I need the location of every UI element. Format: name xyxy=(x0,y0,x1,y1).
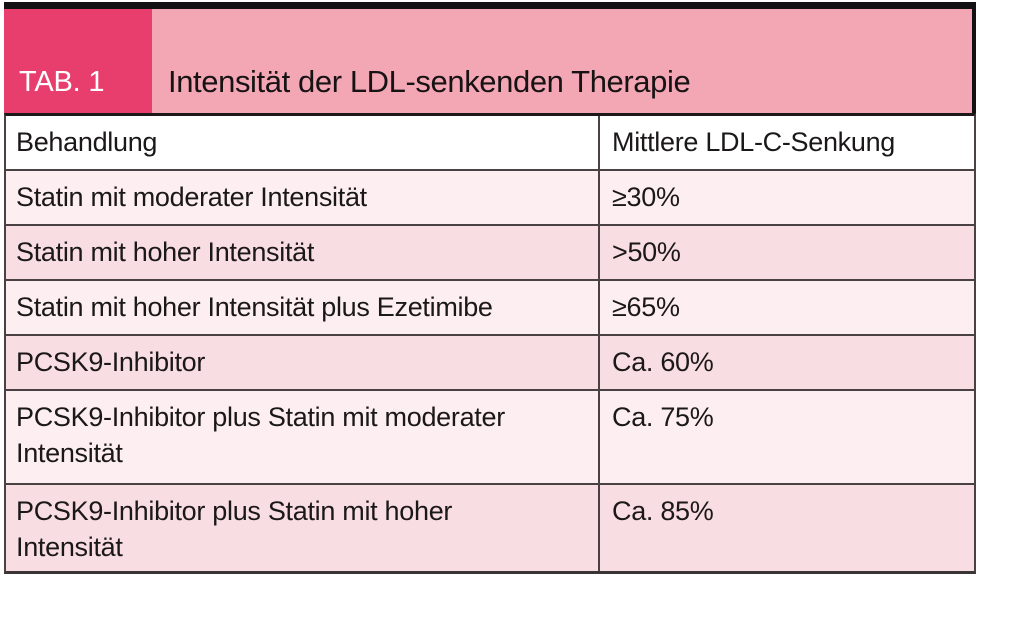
reduction-cell: ≥65% xyxy=(612,292,680,322)
therapy-table: Behandlung Mittlere LDL-C-Senkung Statin… xyxy=(4,113,976,574)
reduction-cell: Ca. 85% xyxy=(612,496,714,526)
treatment-cell: PCSK9-Inhibitor plus Statin mit hoher In… xyxy=(6,485,600,571)
table-header-row: Behandlung Mittlere LDL-C-Senkung xyxy=(6,116,974,169)
treatment-cell: Statin mit moderater Intensität xyxy=(6,171,600,224)
figure-title: Intensität der LDL-senkenden Therapie xyxy=(168,64,691,99)
treatment-cell: PCSK9-Inhibitor xyxy=(6,336,600,389)
table-row: PCSK9-Inhibitor plus Statin mit hoher In… xyxy=(6,483,974,571)
top-accent-bar xyxy=(4,2,976,9)
treatment-cell: Statin mit hoher Intensität xyxy=(6,226,600,279)
reduction-cell: Ca. 75% xyxy=(612,402,714,432)
treatment-cell: PCSK9-Inhibitor plus Statin mit moderate… xyxy=(6,391,600,483)
reduction-cell: Ca. 60% xyxy=(612,347,714,377)
treatment-column-header: Behandlung xyxy=(6,116,600,169)
figure-header: TAB. 1 Intensität der LDL-senkenden Ther… xyxy=(4,9,976,113)
reduction-column-header: Mittlere LDL-C-Senkung xyxy=(612,127,896,157)
treatment-cell: Statin mit hoher Intensität plus Ezetimi… xyxy=(6,281,600,334)
table-row: PCSK9-Inhibitor Ca. 60% xyxy=(6,334,974,389)
table-number-badge: TAB. 1 xyxy=(4,9,152,113)
table-row: Statin mit moderater Intensität ≥30% xyxy=(6,169,974,224)
table-row: PCSK9-Inhibitor plus Statin mit moderate… xyxy=(6,389,974,483)
reduction-cell: ≥30% xyxy=(612,182,680,212)
figure-title-bar: Intensität der LDL-senkenden Therapie xyxy=(152,9,976,113)
table-figure: TAB. 1 Intensität der LDL-senkenden Ther… xyxy=(4,2,976,574)
table-number-label: TAB. 1 xyxy=(19,66,105,98)
table-row: Statin mit hoher Intensität >50% xyxy=(6,224,974,279)
reduction-cell: >50% xyxy=(612,237,681,267)
table-row: Statin mit hoher Intensität plus Ezetimi… xyxy=(6,279,974,334)
